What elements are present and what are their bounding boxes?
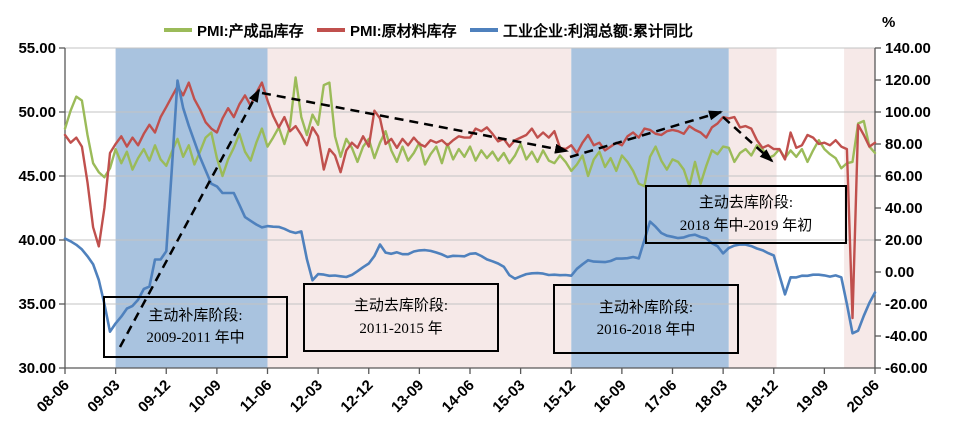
- right-axis-label: 140.00: [885, 40, 931, 57]
- right-axis-label: 80.00: [885, 136, 923, 153]
- x-axis-label: 14-06: [439, 377, 478, 416]
- right-axis-label: 40.00: [885, 200, 923, 217]
- series-line-1: [63, 81, 877, 320]
- phase-band-restock-2: [571, 48, 729, 368]
- right-axis-label: -60.00: [885, 360, 928, 377]
- left-axis-label: 55.00: [18, 40, 56, 57]
- x-axis-label: 08-06: [34, 377, 73, 416]
- annotation-restock-2016-2018: 主动补库阶段: 2016-2018 年中: [553, 284, 739, 354]
- x-axis-label: 11-06: [237, 377, 276, 416]
- left-axis-label: 50.00: [18, 104, 56, 121]
- x-axis-label: 09-12: [135, 377, 174, 416]
- x-axis-label: 12-03: [287, 377, 326, 416]
- right-axis-label: -20.00: [885, 296, 928, 313]
- series-line-0: [63, 76, 877, 188]
- left-axis-label: 40.00: [18, 232, 56, 249]
- trend-arrow-0: [118, 88, 261, 348]
- annotation-line: 2016-2018 年中: [596, 322, 696, 338]
- left-axis-label: 45.00: [18, 168, 56, 185]
- x-axis-label: 20-06: [844, 377, 883, 416]
- x-axis-label: 15-03: [489, 377, 528, 416]
- legend-line-blue-icon: [470, 28, 498, 32]
- annotation-line: 主动去库阶段:: [698, 195, 794, 211]
- legend-label-industrial-profit: 工业企业:利润总额:累计同比: [503, 22, 693, 40]
- annotation-line: 主动补库阶段:: [148, 307, 243, 324]
- right-axis-label: 100.00: [885, 104, 931, 121]
- right-axis-label: 0.00: [885, 264, 914, 281]
- phase-band-destock-3: [728, 48, 777, 368]
- x-axis-label: 10-09: [186, 377, 225, 416]
- phase-band-destock-1: [267, 48, 572, 368]
- left-axis-label: 30.00: [18, 360, 56, 377]
- trend-arrow-1: [261, 91, 569, 154]
- x-axis-label: 15-12: [540, 377, 579, 416]
- legend-item-finished-goods-inventory: PMI:产成品库存: [164, 21, 304, 40]
- legend-label-raw-material: PMI:原材料库存: [350, 22, 457, 40]
- left-axis-label: 35.00: [18, 296, 56, 313]
- right-axis-label: 120.00: [885, 72, 931, 89]
- annotation-destock-2018-2019: 主动去库阶段: 2018 年中-2019 年初: [645, 185, 847, 244]
- x-axis-label: 18-03: [692, 377, 731, 416]
- right-axis-label: 20.00: [885, 232, 923, 249]
- annotation-restock-2009-2011: 主动补库阶段: 2009-2011 年中: [103, 296, 288, 358]
- trend-arrow-3: [722, 116, 774, 163]
- annotation-line: 主动补库阶段:: [598, 299, 694, 316]
- right-axis-unit-label: %: [882, 14, 896, 31]
- x-axis-label: 17-06: [641, 377, 680, 416]
- x-axis-label: 13-09: [388, 377, 427, 416]
- x-axis-label: 18-12: [742, 377, 781, 416]
- x-axis-label: 16-09: [591, 377, 630, 416]
- annotation-destock-2011-2015: 主动去库阶段: 2011-2015 年: [303, 283, 499, 352]
- annotation-line: 2011-2015 年: [359, 320, 443, 337]
- x-axis-label: 09-03: [84, 377, 123, 416]
- series-line-2: [63, 79, 877, 335]
- legend-line-green-icon: [164, 28, 192, 32]
- legend-item-raw-material-inventory: PMI:原材料库存: [317, 21, 457, 40]
- x-axis-label: 19-09: [793, 377, 832, 416]
- right-axis-label: -40.00: [885, 328, 928, 345]
- annotation-line: 2009-2011 年中: [146, 330, 245, 346]
- x-axis-label: 12-12: [337, 377, 376, 416]
- right-axis-label: 60.00: [885, 168, 923, 185]
- legend-label-finished-goods: PMI:产成品库存: [197, 22, 304, 40]
- legend-item-industrial-profit: 工业企业:利润总额:累计同比: [470, 21, 693, 40]
- annotation-line: 主动去库阶段:: [353, 298, 449, 314]
- trend-arrow-2: [569, 110, 723, 159]
- annotation-line: 2018 年中-2019 年初: [679, 217, 813, 234]
- legend-line-red-icon: [317, 28, 345, 32]
